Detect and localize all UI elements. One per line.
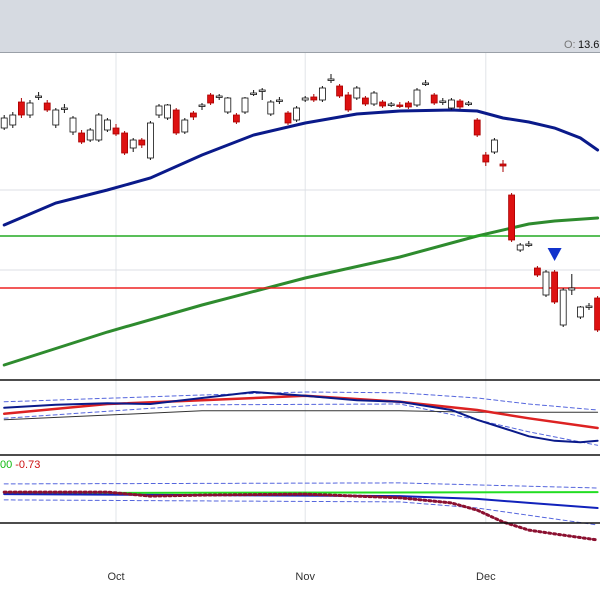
candle-body bbox=[379, 101, 387, 107]
candle-body bbox=[26, 102, 34, 116]
candle-body bbox=[490, 139, 498, 153]
candle-body bbox=[61, 107, 68, 110]
candle-body bbox=[534, 267, 541, 276]
candle-body bbox=[189, 112, 197, 118]
candle-body bbox=[241, 97, 249, 113]
candle-body bbox=[138, 139, 146, 146]
candle-body bbox=[129, 139, 137, 149]
candle-body bbox=[104, 119, 111, 131]
candle-body bbox=[112, 127, 120, 135]
x-tick-label: Oct bbox=[107, 571, 124, 583]
candle-body bbox=[267, 101, 275, 115]
candle-body bbox=[413, 89, 421, 106]
candle-body bbox=[275, 99, 283, 102]
indicator-line bbox=[3, 499, 599, 526]
indicator-value: 00 bbox=[0, 459, 12, 471]
candle-body bbox=[146, 122, 154, 159]
candle-body bbox=[516, 244, 524, 251]
candle-body bbox=[232, 114, 240, 123]
candle-body bbox=[198, 104, 206, 107]
candle-body bbox=[95, 114, 103, 141]
chart-area bbox=[0, 52, 600, 600]
candle-body bbox=[353, 87, 361, 99]
candle-body bbox=[181, 119, 189, 133]
candle-body bbox=[207, 94, 215, 104]
candle-body bbox=[577, 306, 584, 318]
candle-body bbox=[258, 89, 266, 92]
candle-body bbox=[542, 271, 550, 296]
candle-body bbox=[361, 97, 369, 105]
candle-body bbox=[250, 92, 258, 95]
candle-body bbox=[585, 305, 593, 308]
candle-body bbox=[456, 100, 464, 108]
candle-body bbox=[86, 129, 94, 141]
candle-body bbox=[465, 102, 473, 105]
candle-body bbox=[224, 97, 232, 113]
candle-body bbox=[215, 95, 223, 98]
header-value: 13.6 bbox=[578, 39, 599, 51]
candle-body bbox=[439, 100, 447, 103]
candle-body bbox=[0, 117, 8, 129]
candle-body bbox=[164, 104, 172, 119]
indicator-line bbox=[2, 216, 600, 367]
candle-body bbox=[387, 103, 395, 106]
candle-body bbox=[404, 102, 412, 108]
indicator-line bbox=[3, 410, 599, 421]
indicator-line bbox=[2, 490, 600, 542]
candle-body bbox=[35, 95, 42, 98]
candle-body bbox=[121, 132, 128, 154]
x-tick-label: Dec bbox=[476, 571, 496, 583]
candle-body bbox=[559, 289, 567, 326]
indicator-line bbox=[3, 391, 599, 411]
candle-body bbox=[9, 114, 17, 126]
candle-body bbox=[499, 163, 507, 167]
candle-body bbox=[370, 92, 378, 105]
candle-body bbox=[344, 94, 352, 111]
candle-body bbox=[525, 243, 533, 246]
candle-body bbox=[430, 94, 438, 104]
candle-body bbox=[301, 97, 309, 101]
candle-body bbox=[396, 104, 404, 107]
indicator-line bbox=[3, 482, 599, 489]
header-label: O: bbox=[564, 39, 576, 51]
candle-body bbox=[69, 117, 77, 133]
candle-body bbox=[447, 99, 455, 109]
candle-body bbox=[327, 78, 335, 81]
candle-body bbox=[568, 287, 576, 291]
candle-body bbox=[422, 82, 430, 85]
candle-body bbox=[17, 101, 25, 116]
candle-body bbox=[172, 109, 180, 134]
candle-body bbox=[336, 85, 344, 97]
candle-body bbox=[284, 112, 292, 124]
indicator-line bbox=[2, 108, 600, 227]
candle-body bbox=[594, 297, 600, 331]
x-tick-label: Nov bbox=[295, 571, 315, 583]
indicator-value: -0.73 bbox=[15, 459, 40, 471]
candle-body bbox=[482, 154, 490, 163]
candle-body bbox=[310, 96, 318, 101]
candle-body bbox=[78, 132, 85, 143]
candle-body bbox=[508, 194, 516, 241]
candle-body bbox=[551, 271, 558, 303]
candle-body bbox=[155, 105, 163, 116]
candle-body bbox=[293, 107, 301, 121]
candle-body bbox=[318, 87, 326, 101]
indicator-line bbox=[3, 390, 599, 444]
signal-marker bbox=[547, 248, 562, 261]
candle-body bbox=[52, 109, 60, 126]
candle-body bbox=[43, 102, 51, 111]
header-bar bbox=[0, 0, 600, 52]
candle-body bbox=[473, 119, 481, 136]
